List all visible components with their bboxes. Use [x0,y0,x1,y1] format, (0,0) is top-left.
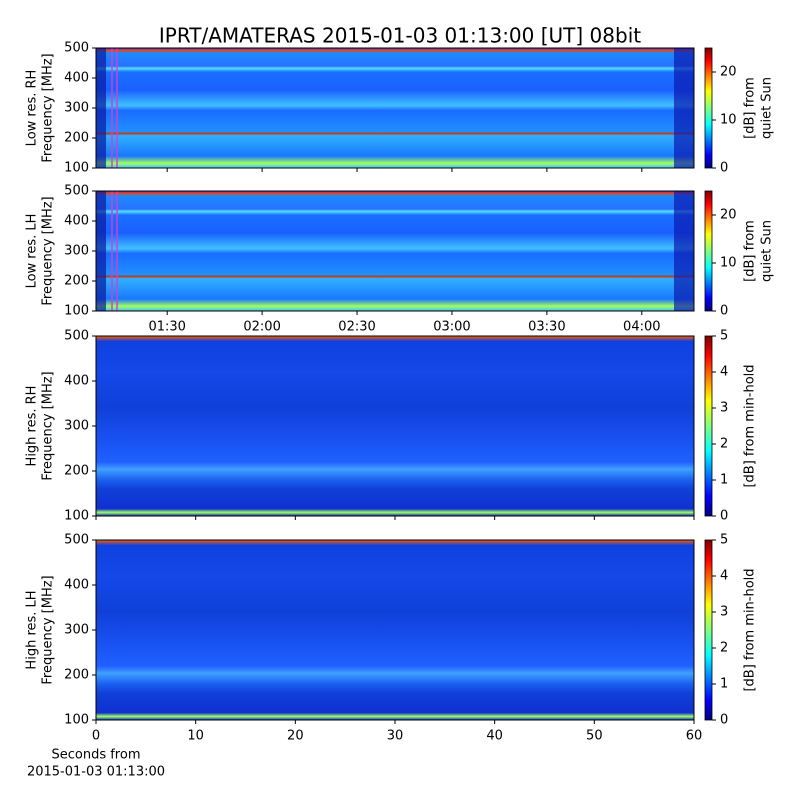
y-axis-label: High res. LH [25,590,40,669]
y-tick-label: 100 [64,161,89,176]
x-tick-label: 60 [686,729,703,744]
spectrogram [96,191,694,311]
x-tick-label: 03:00 [433,320,470,335]
spectrogram [96,48,694,168]
colorbar-label: [dB] from [743,220,758,282]
colorbar-tick-label: 5 [720,329,728,344]
colorbar [704,335,713,517]
colorbar-tick-label: 0 [720,509,728,524]
colorbar-tick-label: 2 [720,641,728,656]
colorbar-tick-label: 10 [720,256,737,271]
colorbar-label: [dB] from min-hold [743,568,758,691]
colorbar-label: quiet Sun [760,77,775,139]
colorbar-tick-label: 10 [720,113,737,128]
colorbar-label: [dB] from min-hold [743,364,758,487]
x-tick-label: 01:30 [148,320,185,335]
colorbar-tick-label: 20 [720,208,737,223]
figure-title: IPRT/AMATERAS 2015-01-03 01:13:00 [UT] 0… [159,24,641,48]
y-tick-label: 200 [64,668,89,683]
y-tick-label: 400 [64,578,89,593]
y-tick-label: 200 [64,131,89,146]
spectrogram-edge [674,48,694,168]
x-tick-label: 02:00 [243,320,280,335]
y-tick-label: 400 [64,71,89,86]
y-tick-label: 400 [64,374,89,389]
colorbar [704,539,713,721]
y-axis-label: Frequency [MHz] [41,53,56,162]
x-tick-label: 40 [486,729,503,744]
y-tick-label: 200 [64,274,89,289]
y-axis-label: Frequency [MHz] [41,196,56,305]
y-tick-label: 200 [64,464,89,479]
colorbar-tick-label: 1 [720,677,728,692]
x-tick-label: 50 [586,729,603,744]
y-tick-label: 300 [64,623,89,638]
y-tick-label: 100 [64,304,89,319]
y-axis-label: Low res. LH [25,214,40,289]
y-tick-label: 500 [64,184,89,199]
y-tick-label: 100 [64,713,89,728]
y-tick-label: 100 [64,509,89,524]
y-tick-label: 500 [64,41,89,56]
colorbar-tick-label: 0 [720,713,728,728]
colorbar [704,47,713,169]
y-tick-label: 500 [64,533,89,548]
colorbar-tick-label: 0 [720,161,728,176]
y-axis-label: Frequency [MHz] [41,371,56,480]
y-tick-label: 300 [64,419,89,434]
spectrogram [96,336,694,516]
y-tick-label: 500 [64,329,89,344]
y-tick-label: 400 [64,214,89,229]
x-tick-label: 04:00 [623,320,660,335]
colorbar-tick-label: 3 [720,605,728,620]
x-tick-label: 10 [187,729,204,744]
y-axis-label: High res. RH [25,386,40,467]
y-tick-label: 300 [64,101,89,116]
colorbar-tick-label: 4 [720,569,728,584]
colorbar-label: quiet Sun [760,220,775,282]
x-tick-label: 03:30 [528,320,565,335]
y-tick-label: 300 [64,244,89,259]
colorbar-tick-label: 1 [720,473,728,488]
colorbar-tick-label: 3 [720,401,728,416]
x-tick-label: 30 [387,729,404,744]
x-tick-label: 02:30 [338,320,375,335]
x-axis-label: 2015-01-03 01:13:00 [27,765,165,780]
colorbar-tick-label: 4 [720,365,728,380]
y-axis-label: Frequency [MHz] [41,575,56,684]
spectrogram [96,540,694,720]
colorbar [704,190,713,312]
x-tick-label: 20 [287,729,304,744]
spectrogram-edge [674,191,694,311]
colorbar-tick-label: 2 [720,437,728,452]
x-axis-label: Seconds from [51,748,140,763]
colorbar-label: [dB] from [743,77,758,139]
x-tick-label: 0 [92,729,100,744]
colorbar-tick-label: 5 [720,533,728,548]
colorbar-tick-label: 0 [720,304,728,319]
y-axis-label: Low res. RH [25,70,40,147]
colorbar-tick-label: 20 [720,65,737,80]
spectrogram-edge [96,48,106,168]
spectrogram-edge [96,191,106,311]
